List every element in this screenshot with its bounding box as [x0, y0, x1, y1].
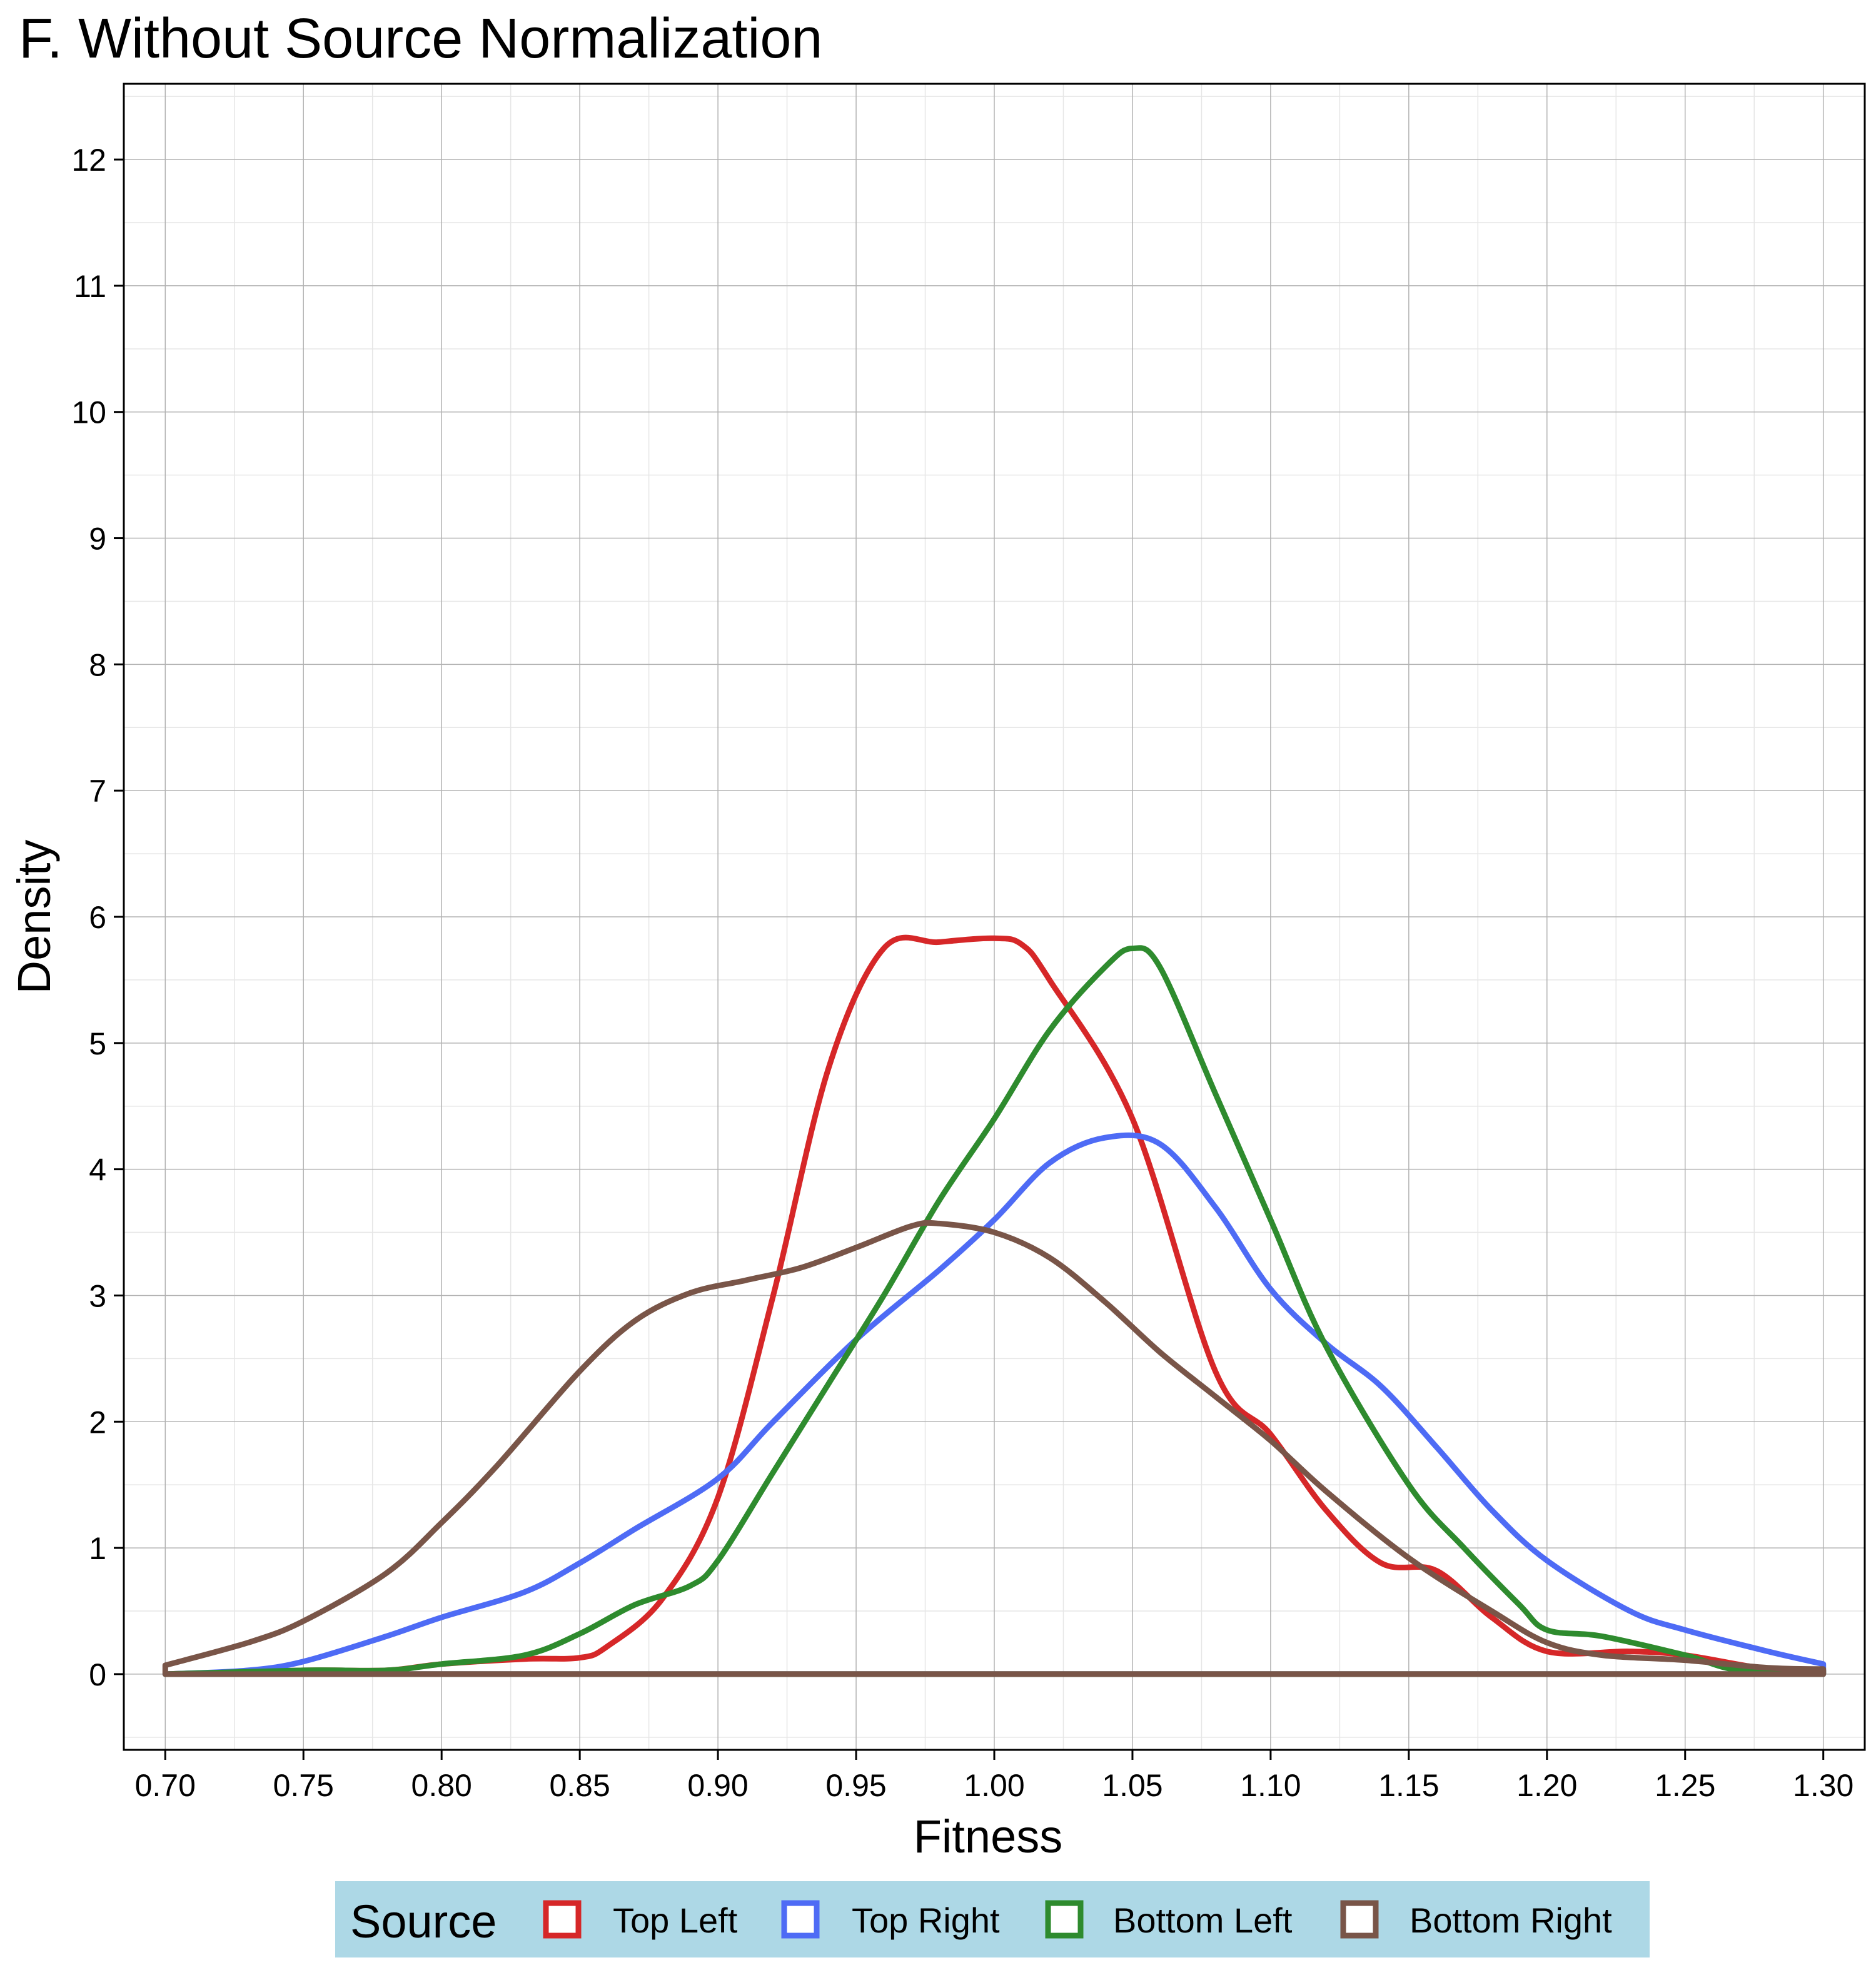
- y-tick-label: 11: [74, 269, 106, 304]
- x-tick-label: 0.80: [411, 1768, 472, 1803]
- y-tick-label: 8: [89, 647, 106, 682]
- x-tick-label: 1.20: [1516, 1768, 1577, 1803]
- x-tick-label: 0.90: [687, 1768, 748, 1803]
- series-line-bottom-left: [162, 945, 1827, 1677]
- x-tick-label: 0.75: [273, 1768, 334, 1803]
- legend-key-top-right: [781, 1900, 820, 1939]
- series-line-bottom-right: [162, 1220, 1827, 1677]
- y-tick-label: 0: [89, 1657, 106, 1692]
- y-tick-label: 7: [89, 774, 106, 809]
- x-tick-label: 1.00: [964, 1768, 1024, 1803]
- y-tick-label: 3: [89, 1278, 106, 1313]
- x-tick-label: 1.15: [1378, 1768, 1439, 1803]
- x-axis-ticks: 0.70 0.75 0.80 0.85 0.90 0.95 1.00 1.05 1.10 1.15…: [135, 1750, 1853, 1803]
- chart-title: F. Without Source Normalization: [19, 8, 823, 70]
- legend: Source Top Left Top Right Bottom Left Bo…: [335, 1881, 1650, 1957]
- x-tick-label: 1.05: [1102, 1768, 1162, 1803]
- x-tick-label: 1.10: [1240, 1768, 1301, 1803]
- legend-label-bottom-right: Bottom Right: [1410, 1901, 1612, 1940]
- y-axis-title: Density: [8, 840, 60, 994]
- legend-title: Source: [350, 1896, 497, 1947]
- x-tick-label: 1.30: [1793, 1768, 1853, 1803]
- series-lines: [162, 934, 1827, 1677]
- x-tick-label: 0.95: [825, 1768, 886, 1803]
- y-tick-label: 9: [89, 522, 106, 557]
- y-tick-label: 12: [71, 143, 106, 178]
- y-tick-label: 1: [89, 1531, 106, 1566]
- legend-key-bottom-left: [1045, 1900, 1084, 1939]
- x-tick-label: 0.70: [135, 1768, 196, 1803]
- y-tick-label: 4: [89, 1153, 106, 1188]
- y-tick-label: 10: [71, 395, 106, 430]
- x-tick-label: 0.85: [549, 1768, 610, 1803]
- major-gridlines: [124, 84, 1865, 1750]
- series-line-top-right: [162, 1132, 1827, 1677]
- legend-key-bottom-right: [1340, 1900, 1379, 1939]
- legend-label-top-right: Top Right: [852, 1901, 1000, 1940]
- y-tick-label: 5: [89, 1026, 106, 1061]
- y-tick-label: 2: [89, 1405, 106, 1440]
- x-axis-title: Fitness: [914, 1811, 1063, 1862]
- legend-label-bottom-left: Bottom Left: [1113, 1901, 1293, 1940]
- legend-label-top-left: Top Left: [613, 1901, 738, 1940]
- x-tick-label: 1.25: [1655, 1768, 1715, 1803]
- legend-key-top-left: [543, 1900, 582, 1939]
- series-line-top-left: [162, 934, 1827, 1677]
- y-tick-label: 6: [89, 900, 106, 935]
